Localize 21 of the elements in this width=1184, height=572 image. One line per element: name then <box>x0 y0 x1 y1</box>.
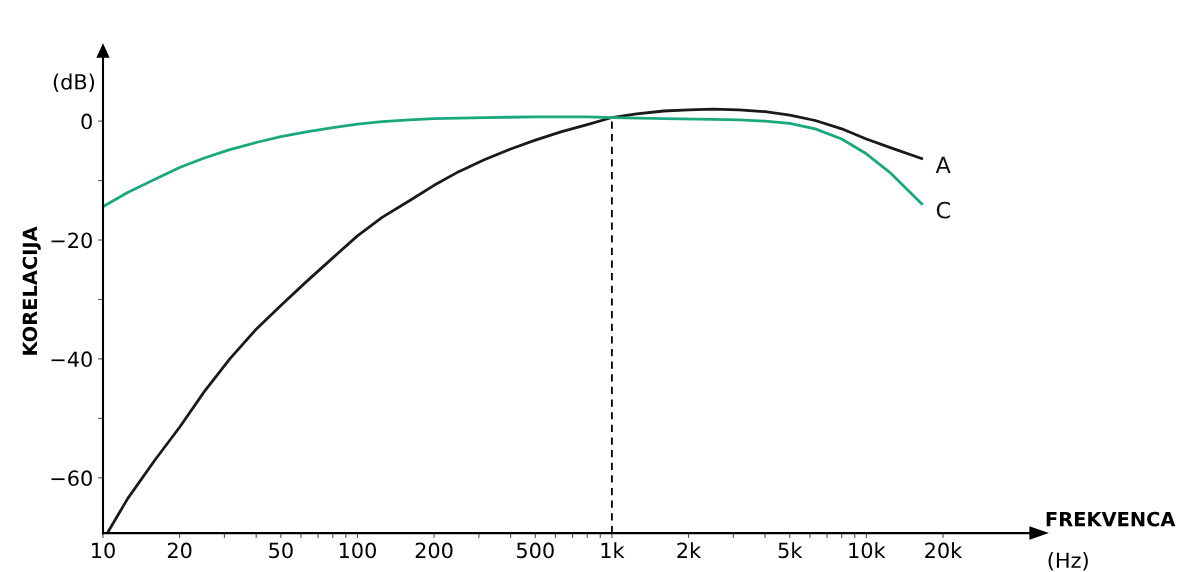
x-tick-label: 50 <box>269 542 293 559</box>
x-tick-label: 5k <box>778 542 803 559</box>
x-tick-label: 200 <box>415 542 453 559</box>
x-tick-label: 10 <box>92 542 115 559</box>
x-tick-label: 20k <box>925 542 963 559</box>
series-label: C <box>936 201 950 219</box>
x-axis-title: FREKVENCA <box>1046 511 1176 527</box>
text: (Hz) <box>1048 552 1088 571</box>
y-axis-title: KORELACIJA <box>22 226 41 355</box>
x-tick-label: 1k <box>601 542 625 558</box>
x-tick-label: 10k <box>849 542 886 559</box>
x-tick-label: 500 <box>517 542 554 559</box>
text: (dB) <box>53 73 94 93</box>
y-tick-label: −40 <box>51 351 92 368</box>
x-tick-label: 20 <box>167 542 192 559</box>
x-tick-label: 100 <box>339 542 376 559</box>
x-tick-label: 2k <box>677 542 702 558</box>
y-tick-label: 0 <box>81 113 92 130</box>
y-tick-label: −60 <box>51 470 92 487</box>
series-label: A <box>935 156 951 174</box>
y-tick-label: −20 <box>51 232 92 249</box>
